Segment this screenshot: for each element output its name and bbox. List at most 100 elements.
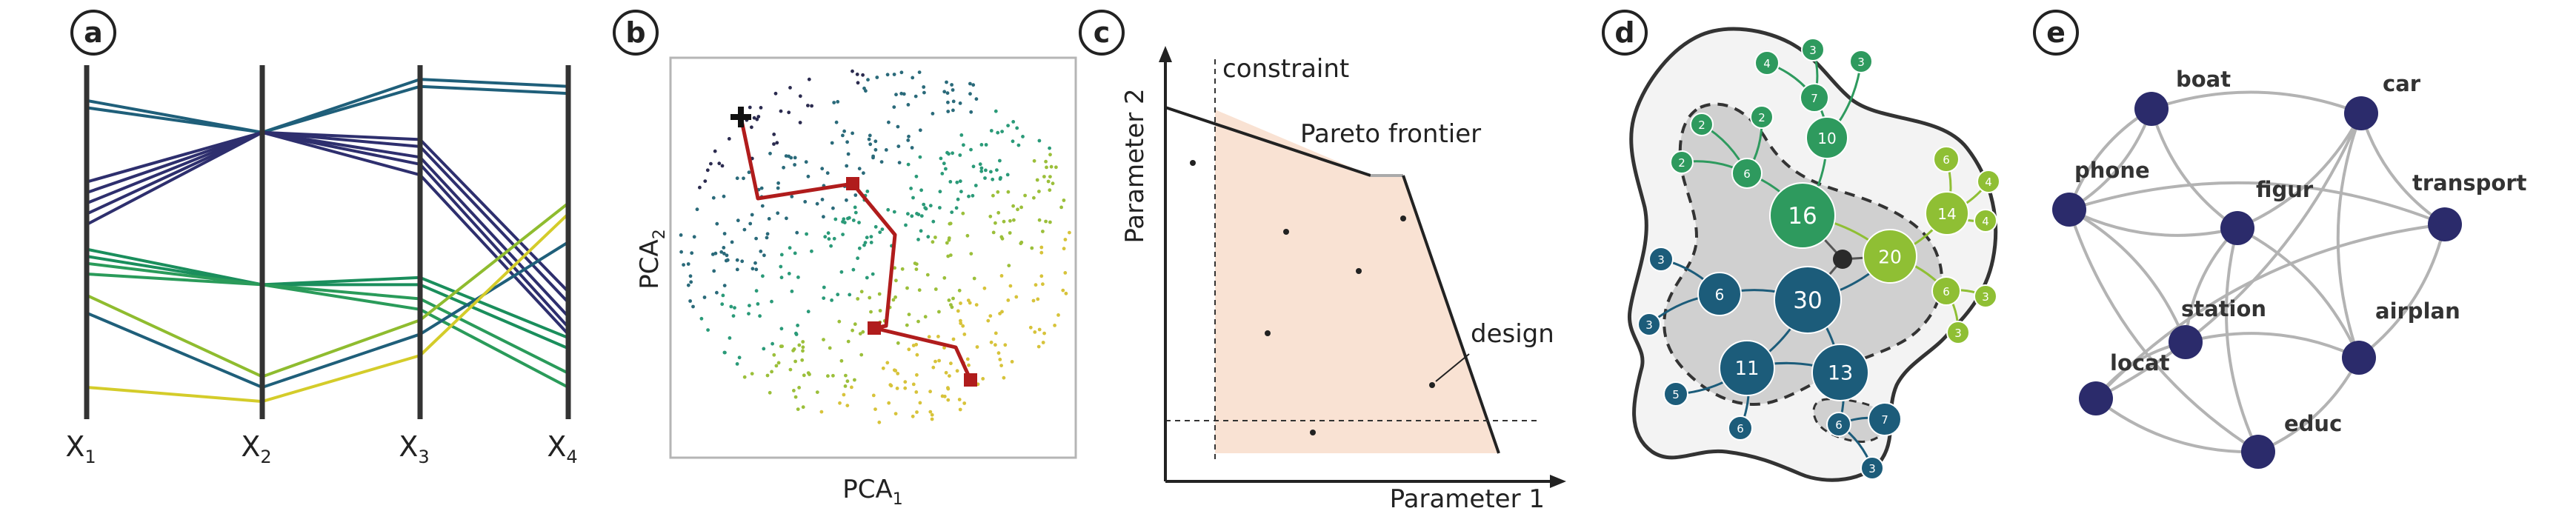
pca-point (1053, 324, 1056, 327)
pca-point (836, 100, 840, 104)
pca-point (999, 364, 1003, 367)
pca-point (753, 261, 757, 265)
pca-point (944, 370, 948, 375)
pca-point (957, 288, 962, 293)
pca-point (851, 69, 854, 73)
pca-point (759, 186, 764, 190)
pca-point (1028, 325, 1033, 330)
community-node-label: 7 (1881, 413, 1888, 427)
pca-point (869, 235, 873, 238)
pca-point (885, 73, 890, 77)
pca-point (873, 224, 878, 229)
pca-point (974, 184, 978, 187)
pca-point (895, 387, 899, 390)
pca-point (1002, 219, 1006, 224)
pca-point (868, 142, 873, 147)
community-node-label: 2 (1678, 156, 1685, 170)
pca-point (949, 303, 953, 307)
word-node-circle (2342, 341, 2376, 375)
pca-point (842, 221, 847, 224)
pca-point (776, 211, 780, 216)
pca-point (991, 230, 996, 235)
pca-point (894, 93, 898, 97)
pca-point (897, 161, 902, 165)
pca-point (788, 86, 792, 90)
pca-point (926, 235, 931, 239)
pca-point (936, 335, 940, 338)
pca-point (857, 221, 861, 224)
pca-point (1033, 330, 1037, 334)
pca-point (885, 361, 890, 365)
pca-point (794, 331, 798, 335)
pca-point (893, 295, 897, 299)
pca-point (961, 324, 965, 328)
community-node: 3 (1946, 321, 1970, 344)
pca-point (804, 160, 808, 164)
pca-point (774, 364, 779, 368)
parallel-line (86, 255, 569, 350)
pca-point (911, 414, 915, 418)
parallel-line (86, 84, 569, 134)
community-node-label: 13 (1828, 362, 1853, 385)
pca-point (1041, 282, 1045, 287)
pca-point (856, 81, 860, 85)
word-node-label: airplan (2375, 298, 2460, 324)
pca-point (727, 137, 731, 141)
pca-point (830, 298, 833, 302)
pca-point (1034, 283, 1038, 287)
pca-point (759, 106, 763, 110)
pca-point (951, 337, 956, 341)
word-edge (2069, 208, 2238, 237)
parallel-line (86, 130, 570, 329)
pca-point (806, 174, 811, 178)
path-marker (964, 373, 977, 387)
pca-point (950, 83, 953, 87)
pca-point (896, 144, 901, 149)
pca-point (773, 91, 778, 96)
pca-point (937, 310, 941, 314)
param-y-arrowhead (1159, 46, 1172, 62)
pca-point (1061, 288, 1065, 293)
pca-point (946, 110, 951, 113)
pca-point (830, 141, 834, 145)
pca-point (946, 254, 951, 258)
pca-point (729, 304, 733, 309)
pca-point (857, 246, 862, 250)
community-node-circle (1750, 105, 1774, 129)
pca-point (793, 251, 797, 256)
pca-point (750, 267, 755, 271)
pca-point (994, 343, 997, 347)
community-node-circle (1946, 321, 1970, 344)
pca-point (981, 377, 985, 381)
word-edge (2357, 224, 2446, 359)
word-network-nodes: boat car phone figur transport station airplan… (2052, 67, 2527, 469)
pca-point (765, 236, 769, 240)
param-x-axis-label: Parameter 1 (1390, 484, 1545, 511)
pca-point (907, 347, 911, 352)
pca-point (720, 164, 725, 168)
word-node: locat (2079, 350, 2170, 415)
pca-point (1044, 159, 1048, 164)
pca-point (848, 216, 851, 220)
pca-point (747, 312, 750, 315)
pca-point (832, 236, 836, 241)
word-node-label: figur (2256, 177, 2314, 202)
pca-point (779, 327, 784, 331)
word-node: station (2169, 296, 2266, 359)
pca-point (715, 290, 719, 295)
pca-point (865, 275, 869, 280)
word-edge (2184, 227, 2239, 343)
community-node: 7 (1868, 402, 1902, 436)
pca-point (1045, 165, 1048, 170)
pca-point (886, 207, 891, 212)
pca-point (951, 296, 955, 301)
community-node: 2 (1690, 113, 1714, 136)
pca-point (787, 110, 791, 115)
pca-point (1000, 130, 1004, 134)
community-node: 10 (1805, 116, 1848, 159)
pca-point (969, 252, 974, 256)
community-node: 30 (1774, 266, 1842, 334)
pca-point (1051, 181, 1055, 186)
pca-point (893, 266, 896, 270)
pca-point (1048, 175, 1052, 179)
